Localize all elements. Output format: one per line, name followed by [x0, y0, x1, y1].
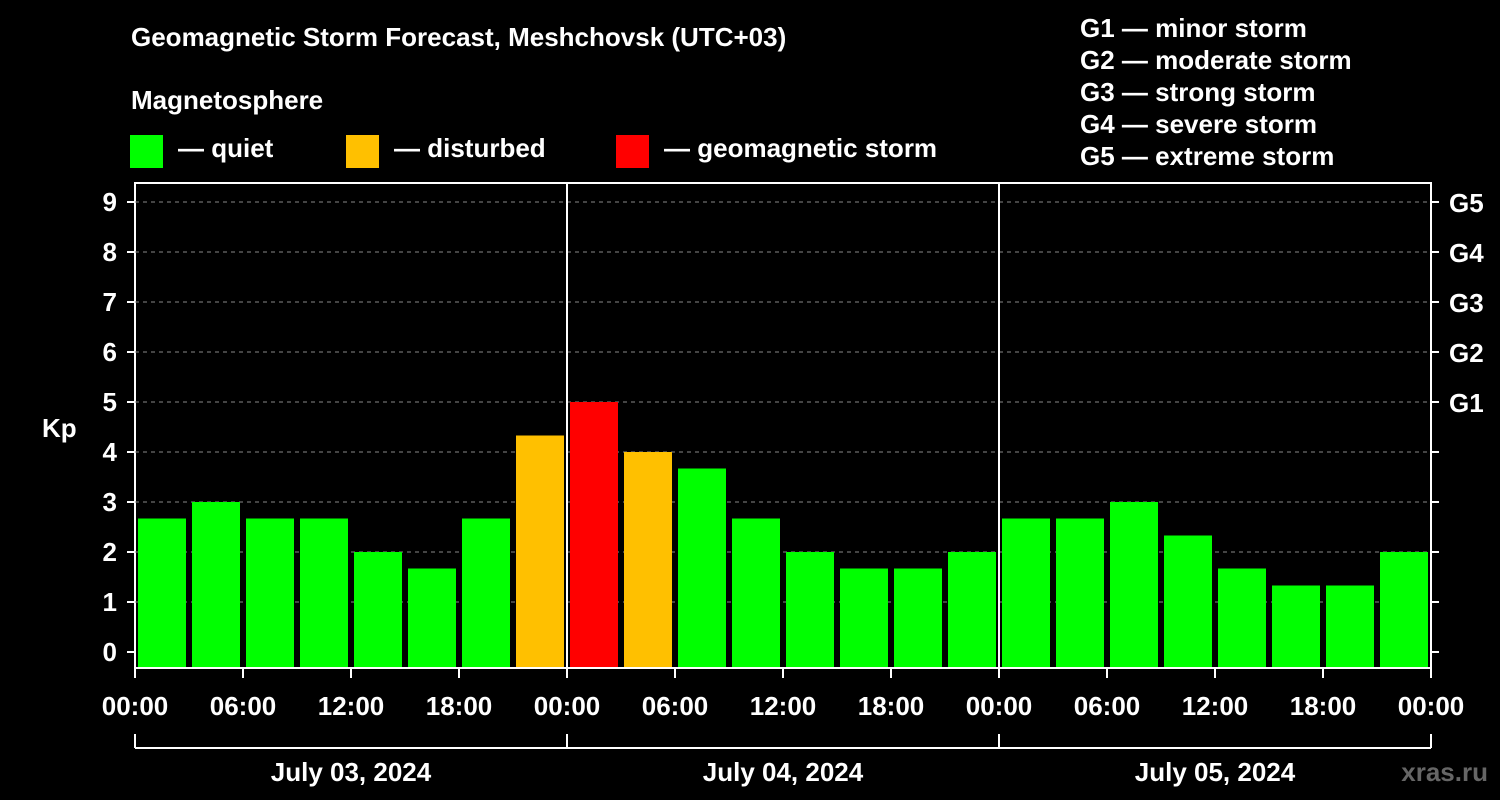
- kp-bar: [840, 568, 888, 667]
- kp-bar: [732, 518, 780, 667]
- y-tick-label: 9: [103, 187, 117, 217]
- kp-bar: [894, 568, 942, 667]
- kp-bar: [408, 568, 456, 667]
- day-label: July 04, 2024: [703, 757, 864, 787]
- y-tick-label: 5: [103, 387, 117, 417]
- right-tick-label-g2: G2: [1449, 338, 1484, 368]
- legend-swatch-quiet: [130, 135, 163, 168]
- kp-bar: [354, 552, 402, 667]
- kp-bar: [948, 552, 996, 667]
- right-tick-label-g5: G5: [1449, 188, 1484, 218]
- kp-bar: [1164, 535, 1212, 667]
- kp-bar: [246, 518, 294, 667]
- kp-bar: [462, 518, 510, 667]
- x-tick-label: 00:00: [1398, 691, 1465, 721]
- storm-level-g2: G2 — moderate storm: [1080, 45, 1352, 75]
- right-tick-label-g1: G1: [1449, 388, 1484, 418]
- kp-bar: [192, 502, 240, 667]
- storm-level-g1: G1 — minor storm: [1080, 13, 1307, 43]
- legend-label-quiet: — quiet: [178, 133, 274, 163]
- kp-bar: [678, 468, 726, 667]
- storm-level-g5: G5 — extreme storm: [1080, 141, 1335, 171]
- chart-title: Geomagnetic Storm Forecast, Meshchovsk (…: [131, 22, 787, 52]
- kp-bar: [1056, 518, 1104, 667]
- day-label: July 05, 2024: [1135, 757, 1296, 787]
- y-axis-label: Kp: [42, 413, 77, 443]
- day-label: July 03, 2024: [271, 757, 432, 787]
- kp-bar: [1380, 552, 1428, 667]
- x-tick-label: 00:00: [534, 691, 601, 721]
- y-tick-label: 4: [103, 437, 118, 467]
- x-tick-label: 06:00: [1074, 691, 1141, 721]
- kp-bar: [1110, 502, 1158, 667]
- legend-swatch-storm: [616, 135, 649, 168]
- legend-label-disturbed: — disturbed: [394, 133, 546, 163]
- x-tick-label: 12:00: [318, 691, 385, 721]
- watermark: xras.ru: [1401, 757, 1488, 787]
- kp-bar: [516, 435, 564, 667]
- legend-label-storm: — geomagnetic storm: [664, 133, 938, 163]
- kp-bar: [786, 552, 834, 667]
- x-tick-label: 12:00: [1182, 691, 1249, 721]
- kp-bar: [570, 402, 618, 667]
- x-tick-label: 12:00: [750, 691, 817, 721]
- y-tick-label: 7: [103, 287, 117, 317]
- legend-swatch-disturbed: [346, 135, 379, 168]
- y-tick-label: 0: [103, 637, 117, 667]
- x-tick-label: 00:00: [102, 691, 169, 721]
- x-tick-label: 06:00: [642, 691, 709, 721]
- kp-bar: [1272, 585, 1320, 667]
- legend-subtitle: Magnetosphere: [131, 85, 324, 115]
- kp-bar: [300, 518, 348, 667]
- y-tick-label: 8: [103, 237, 117, 267]
- x-tick-label: 06:00: [210, 691, 277, 721]
- kp-bar: [1218, 568, 1266, 667]
- y-tick-label: 6: [103, 337, 117, 367]
- kp-bar: [1002, 518, 1050, 667]
- y-tick-label: 1: [103, 587, 117, 617]
- x-tick-label: 18:00: [858, 691, 925, 721]
- x-tick-label: 00:00: [966, 691, 1033, 721]
- kp-bar: [1326, 585, 1374, 667]
- kp-bar: [138, 518, 186, 667]
- kp-bar: [624, 452, 672, 667]
- right-tick-label-g4: G4: [1449, 238, 1484, 268]
- x-tick-label: 18:00: [1290, 691, 1357, 721]
- y-tick-label: 3: [103, 487, 117, 517]
- storm-level-g4: G4 — severe storm: [1080, 109, 1318, 139]
- x-tick-label: 18:00: [426, 691, 493, 721]
- storm-level-g3: G3 — strong storm: [1080, 77, 1316, 107]
- y-tick-label: 2: [103, 537, 117, 567]
- right-tick-label-g3: G3: [1449, 288, 1484, 318]
